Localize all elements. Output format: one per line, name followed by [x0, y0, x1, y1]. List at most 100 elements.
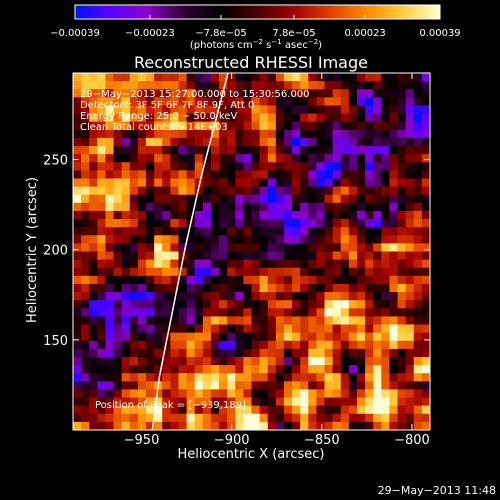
heatmap-pixel — [186, 324, 196, 334]
heatmap-pixel — [365, 251, 374, 261]
heatmap-pixel — [73, 356, 82, 366]
heatmap-pixel — [292, 81, 301, 90]
heatmap-pixel — [210, 340, 220, 350]
heatmap-pixel — [113, 373, 123, 382]
heatmap-pixel — [227, 348, 236, 358]
heatmap-pixel — [105, 405, 114, 415]
heatmap-pixel — [405, 121, 415, 131]
heatmap-pixel — [73, 292, 82, 301]
heatmap-pixel — [97, 340, 106, 350]
heatmap-pixel — [259, 154, 269, 163]
heatmap-pixel — [162, 113, 171, 123]
heatmap-pixel — [170, 308, 179, 317]
heatmap-pixel — [243, 146, 252, 155]
heatmap-pixel — [73, 219, 82, 228]
heatmap-pixel — [129, 300, 139, 309]
heatmap-pixel — [178, 340, 187, 350]
heatmap-pixel — [413, 389, 423, 398]
heatmap-pixel — [332, 300, 342, 309]
heatmap-pixel — [227, 397, 236, 407]
heatmap-pixel — [251, 113, 261, 123]
heatmap-pixel — [105, 81, 114, 90]
heatmap-pixel — [421, 121, 430, 131]
heatmap-pixel — [235, 227, 244, 236]
heatmap-pixel — [421, 129, 430, 139]
heatmap-pixel — [397, 316, 407, 325]
heatmap-pixel — [113, 129, 123, 139]
heatmap-pixel — [89, 97, 98, 106]
heatmap-pixel — [219, 251, 228, 261]
heatmap-pixel — [81, 227, 90, 236]
heatmap-pixel — [308, 170, 317, 179]
heatmap-pixel — [154, 162, 163, 171]
heatmap-pixel — [421, 308, 430, 317]
heatmap-pixel — [73, 170, 82, 179]
heatmap-pixel — [421, 186, 430, 196]
heatmap-pixel — [259, 405, 269, 415]
heatmap-pixel — [316, 348, 325, 358]
heatmap-pixel — [162, 292, 171, 301]
heatmap-pixel — [227, 227, 236, 236]
heatmap-pixel — [275, 121, 285, 131]
heatmap-pixel — [113, 154, 123, 163]
heatmap-pixel — [259, 97, 269, 106]
heatmap-pixel — [81, 259, 90, 269]
heatmap-pixel — [332, 178, 342, 187]
heatmap-pixel — [365, 365, 374, 374]
heatmap-pixel — [356, 105, 366, 114]
heatmap-pixel — [129, 129, 139, 139]
heatmap-pixel — [381, 202, 390, 212]
heatmap-pixel — [219, 340, 228, 350]
heatmap-pixel — [365, 186, 374, 196]
heatmap-pixel — [267, 340, 277, 350]
heatmap-pixel — [210, 283, 220, 293]
heatmap-pixel — [186, 397, 196, 407]
heatmap-pixel — [227, 137, 236, 147]
heatmap-pixel — [81, 97, 90, 106]
heatmap-pixel — [178, 137, 187, 147]
heatmap-pixel — [210, 316, 220, 325]
heatmap-pixel — [405, 316, 415, 325]
heatmap-pixel — [121, 267, 131, 277]
heatmap-pixel — [381, 283, 390, 293]
heatmap-pixel — [356, 292, 366, 301]
heatmap-pixel — [178, 373, 187, 382]
heatmap-pixel — [316, 129, 325, 139]
heatmap-pixel — [121, 113, 131, 123]
heatmap-pixel — [81, 154, 90, 163]
heatmap-pixel — [178, 275, 187, 285]
heatmap-pixel — [129, 243, 139, 252]
heatmap-pixel — [81, 129, 90, 139]
heatmap-pixel — [275, 89, 285, 98]
heatmap-pixel — [227, 121, 236, 131]
heatmap-pixel — [129, 324, 139, 334]
heatmap-pixel — [348, 243, 358, 252]
heatmap-pixel — [356, 186, 366, 196]
heatmap-pixel — [194, 73, 204, 82]
heatmap-pixel — [259, 235, 269, 244]
heatmap-pixel — [81, 105, 90, 114]
heatmap-pixel — [324, 146, 334, 155]
heatmap-pixel — [300, 275, 309, 285]
heatmap-pixel — [340, 219, 350, 228]
heatmap-pixel — [105, 137, 114, 147]
heatmap-pixel — [308, 348, 317, 358]
heatmap-pixel — [154, 194, 163, 204]
heatmap-pixel — [219, 210, 228, 220]
heatmap-pixel — [332, 356, 342, 366]
heatmap-pixel — [113, 81, 123, 90]
heatmap-pixel — [178, 389, 187, 398]
heatmap-pixel — [397, 267, 407, 277]
heatmap-pixel — [97, 267, 106, 277]
heatmap-pixel — [316, 137, 325, 147]
heatmap-pixel — [105, 162, 114, 171]
heatmap-pixel — [283, 381, 293, 390]
heatmap-pixel — [162, 210, 171, 220]
heatmap-pixel — [332, 332, 342, 342]
heatmap-pixel — [227, 356, 236, 366]
heatmap-pixel — [324, 105, 334, 114]
heatmap-pixel — [129, 89, 139, 98]
heatmap-pixel — [219, 186, 228, 196]
heatmap-pixel — [89, 121, 98, 131]
heatmap-pixel — [267, 146, 277, 155]
